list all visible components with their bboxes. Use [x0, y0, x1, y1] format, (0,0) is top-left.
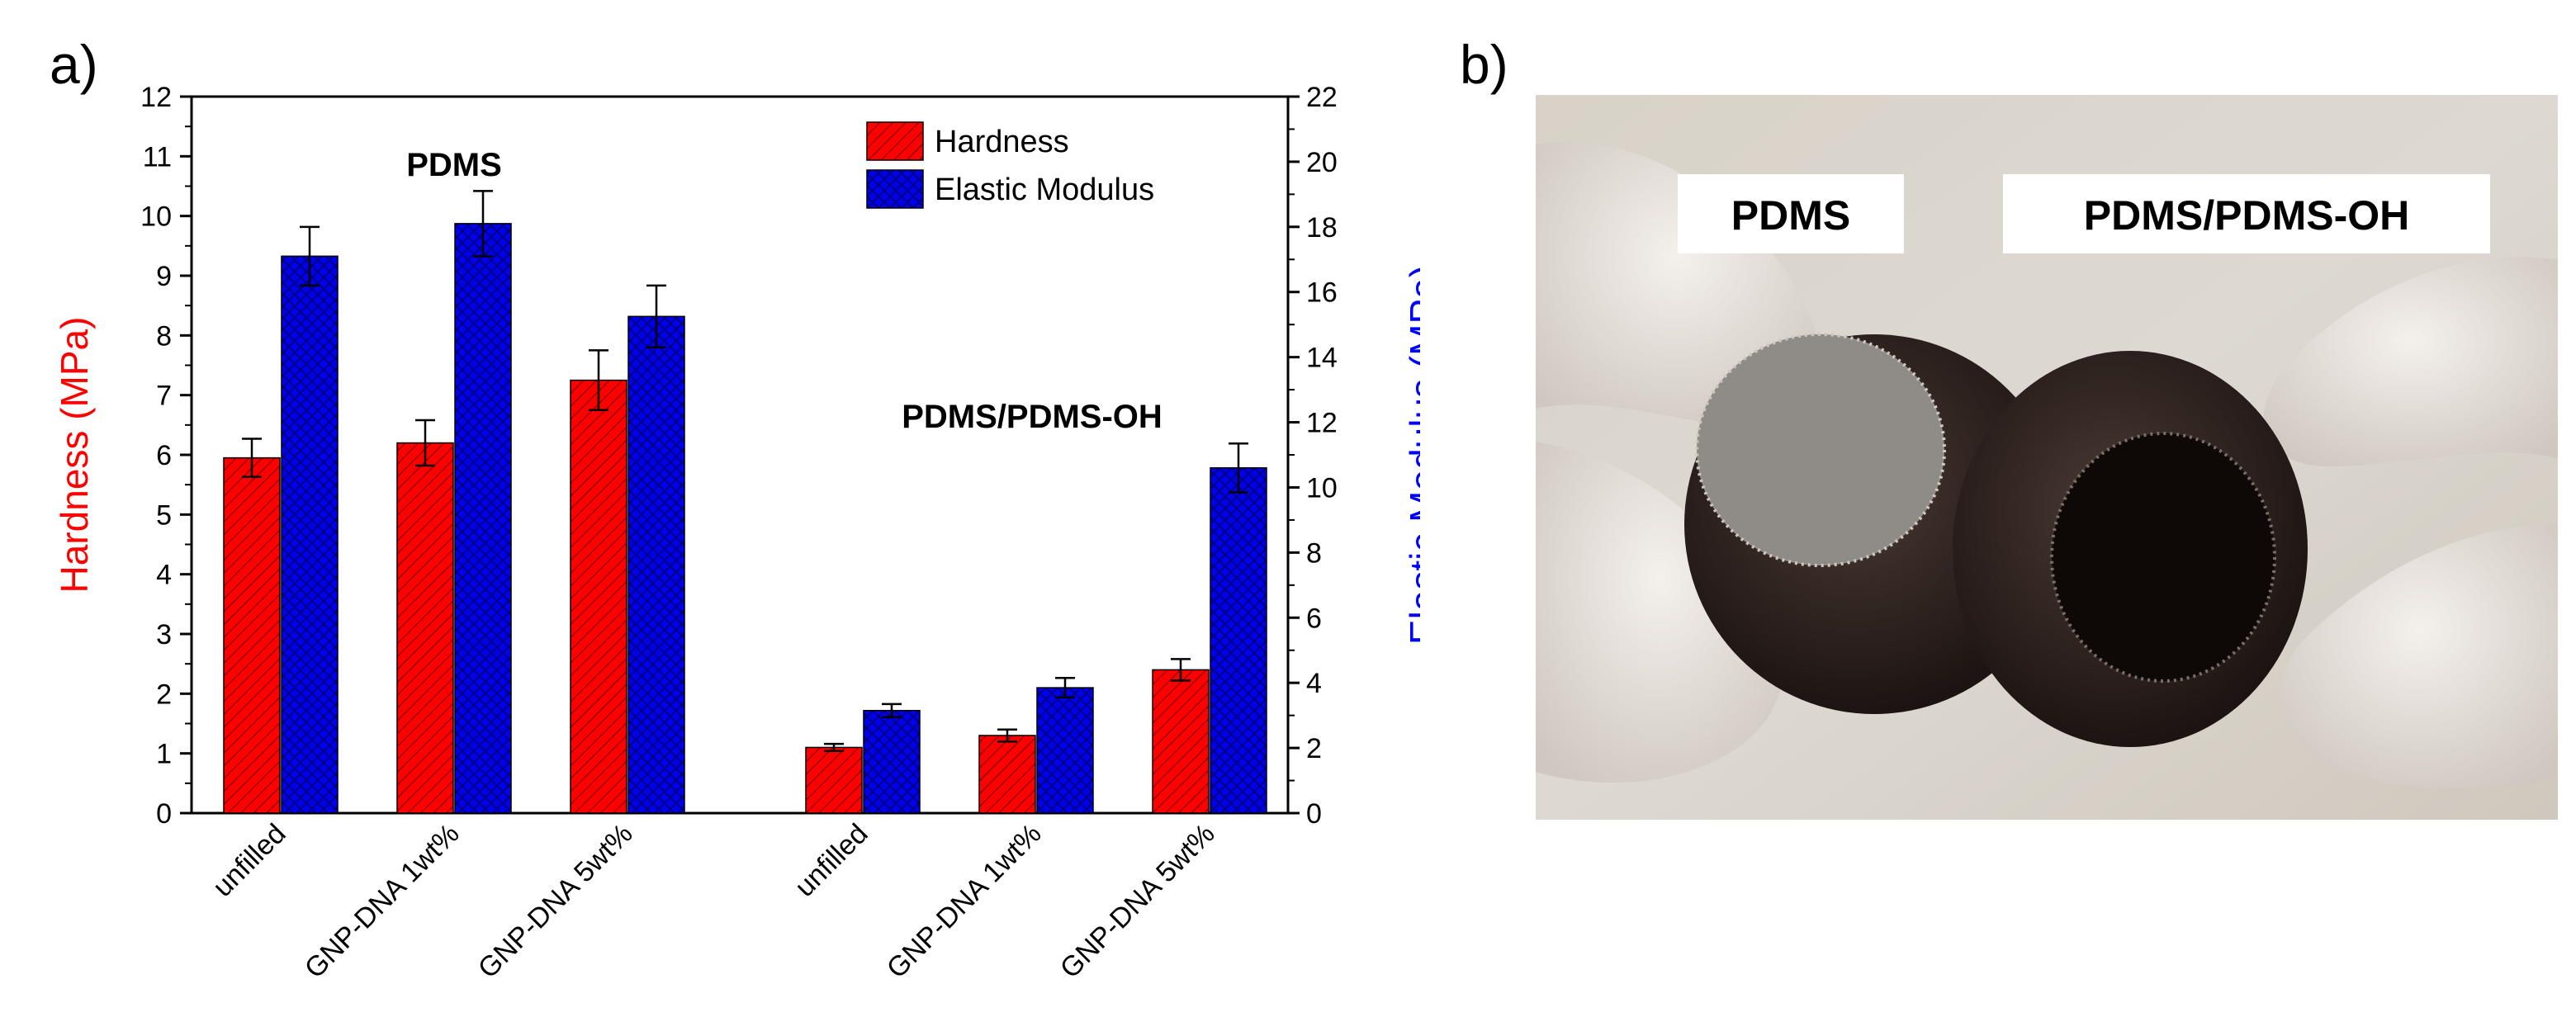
legend-label-hardness: Hardness	[935, 125, 1069, 159]
bar-elastic-modulus	[1210, 467, 1267, 814]
left-tick-label: 3	[156, 619, 172, 650]
legend-swatch-elastic-modulus	[866, 169, 924, 209]
category-label: GNP-DNA 5wt%	[472, 818, 639, 985]
tube-left-lumen	[1697, 334, 1944, 565]
left-tick-label: 5	[156, 499, 172, 531]
right-tick-label: 20	[1306, 147, 1338, 178]
bar-hardness	[396, 442, 454, 814]
category-label: GNP-DNA 1wt%	[299, 818, 466, 985]
left-tick-label: 4	[156, 560, 172, 591]
right-tick-label: 6	[1306, 603, 1322, 634]
bar-hardness	[223, 457, 281, 814]
photo-label-box-pdms-oh	[2003, 174, 2490, 253]
photo-label-pdms-oh: PDMS/PDMS-OH	[2084, 192, 2409, 239]
glove-left-lower	[1536, 442, 1784, 783]
category-label: unfilled	[789, 818, 874, 903]
right-axis-title: Elastic Modulus (MPa)	[1402, 265, 1420, 645]
photo-label-box-pdms	[1678, 174, 1904, 253]
bar-hardness	[978, 735, 1036, 814]
photo-label-pdms: PDMS	[1731, 192, 1850, 239]
legend-swatch-hardness	[866, 121, 924, 161]
bar-elastic-modulus	[863, 709, 921, 814]
left-axis-title: Hardness (MPa)	[53, 317, 96, 594]
left-tick-label: 9	[156, 261, 172, 292]
left-tick-label: 11	[143, 141, 172, 173]
right-tick-label: 14	[1306, 343, 1338, 374]
right-tick-label: 22	[1306, 82, 1338, 113]
right-tick-label: 4	[1306, 668, 1322, 699]
right-tick-label: 8	[1306, 537, 1322, 569]
group-label-pdms: PDMS	[406, 147, 502, 183]
tube-left-rim	[1695, 333, 1946, 567]
glove-right-upper	[2264, 257, 2558, 466]
left-tick-label: 0	[156, 798, 172, 830]
category-label: GNP-DNA 5wt%	[1054, 818, 1221, 985]
right-tick-label: 10	[1306, 472, 1338, 504]
left-tick-label: 1	[156, 739, 172, 770]
right-tick-label: 12	[1306, 408, 1338, 439]
panel-label-b: b)	[1460, 34, 1508, 95]
bars	[223, 121, 1267, 814]
glove-left-upper	[1536, 141, 1820, 427]
legend-label-elastic-modulus: Elastic Modulus	[935, 173, 1154, 207]
bar-elastic-modulus	[281, 255, 339, 814]
tube-right-lumen	[2052, 433, 2275, 681]
bar-elastic-modulus	[454, 223, 512, 814]
left-tick-label: 7	[156, 381, 172, 412]
bar-elastic-modulus	[627, 315, 685, 814]
bar-hardness	[1152, 669, 1210, 814]
photo-tubes: PDMS PDMS/PDMS-OH	[1536, 95, 2558, 820]
glove-right-lower	[2280, 524, 2558, 788]
left-tick-label: 6	[156, 440, 172, 471]
bar-hardness	[570, 379, 627, 814]
left-tick-label: 2	[156, 679, 172, 710]
tube-right	[1953, 351, 2308, 747]
group-label-pdms-oh: PDMS/PDMS-OH	[902, 399, 1163, 435]
tube-right-rim	[2050, 432, 2276, 683]
left-tick-label: 12	[140, 82, 172, 113]
bar-chart: 01234567891011120246810121416182022Hardn…	[53, 82, 1420, 985]
bar-elastic-modulus	[1036, 687, 1094, 814]
category-label: GNP-DNA 1wt%	[881, 818, 1048, 985]
left-tick-label: 10	[140, 201, 172, 233]
bar-hardness	[805, 746, 863, 814]
right-tick-label: 16	[1306, 277, 1338, 309]
right-tick-label: 2	[1306, 733, 1322, 764]
left-tick-label: 8	[156, 320, 172, 352]
right-tick-label: 18	[1306, 212, 1338, 244]
panel-label-a: a)	[50, 34, 98, 95]
right-tick-label: 0	[1306, 798, 1322, 830]
axes	[180, 95, 1300, 815]
category-label: unfilled	[207, 818, 292, 903]
